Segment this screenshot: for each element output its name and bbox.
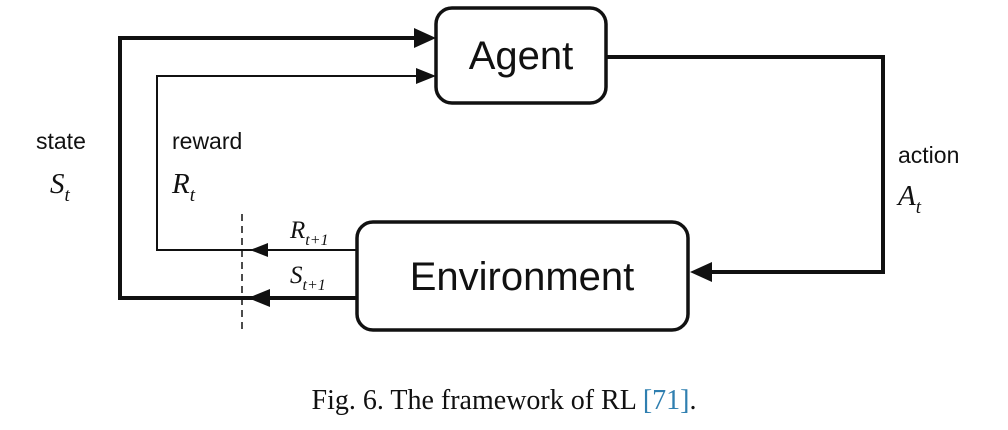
reward-label: reward bbox=[172, 128, 242, 154]
state-label: state bbox=[36, 128, 86, 154]
action-label: action bbox=[898, 142, 959, 168]
action-arrow bbox=[606, 55, 885, 282]
environment-node: Environment bbox=[355, 220, 690, 332]
environment-label: Environment bbox=[410, 255, 635, 299]
state-symbol: St bbox=[50, 168, 71, 206]
agent-label: Agent bbox=[469, 34, 574, 78]
state-arrow bbox=[118, 28, 436, 300]
next-state-symbol: St+1 bbox=[290, 262, 326, 294]
reward-symbol: Rt bbox=[171, 168, 196, 206]
agent-node: Agent bbox=[434, 6, 608, 105]
figure-caption: Fig. 6. The framework of RL [71]. bbox=[312, 385, 697, 416]
citation-link[interactable]: [71] bbox=[643, 385, 690, 416]
next-reward-symbol: Rt+1 bbox=[289, 217, 329, 249]
next-state-arrowhead bbox=[248, 289, 270, 307]
next-reward-arrowhead bbox=[250, 243, 268, 257]
action-symbol: At bbox=[896, 180, 922, 218]
